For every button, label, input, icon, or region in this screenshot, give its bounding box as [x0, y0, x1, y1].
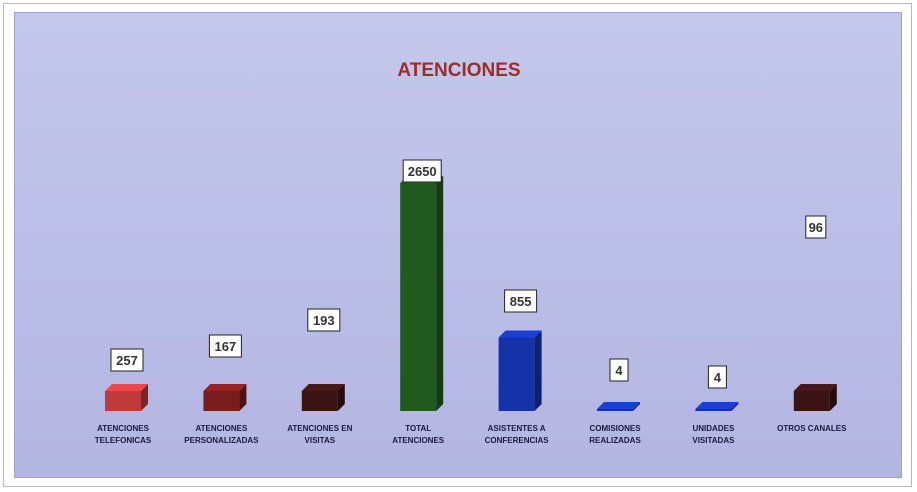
bar-telefonicas-top — [105, 384, 148, 391]
category-label-conferencias: ASISTENTES A CONFERENCIAS — [485, 424, 550, 445]
bar-otros-front — [793, 391, 830, 411]
value-label-comisiones: 4 — [609, 358, 629, 382]
value-label-visitas-box — [307, 308, 341, 332]
value-label-telefonicas-box — [110, 348, 144, 372]
value-labels-layer: 257 167 193 2650 855 4 4 96 — [110, 159, 827, 389]
bar-total-front — [400, 183, 437, 411]
value-label-conferencias: 855 — [504, 289, 538, 313]
chart-plot-area: ATENCIONES 257 167 193 2650 855 4 4 96 ATENCION… — [14, 12, 902, 478]
value-label-otros-box — [805, 215, 827, 239]
bar-personalizadas-front — [203, 391, 240, 411]
chart-frame: ATENCIONES 257 167 193 2650 855 4 4 96 ATENCION… — [3, 3, 912, 487]
bar-conferencias-front — [498, 337, 535, 411]
value-label-comisiones-text: 4 — [615, 363, 623, 378]
value-label-conferencias-text: 855 — [510, 294, 532, 309]
bar-unidades-front — [695, 409, 732, 411]
bar-personalizadas-side — [239, 384, 247, 411]
bar-comisiones — [597, 402, 640, 411]
value-label-visitas-text: 193 — [313, 313, 335, 328]
value-label-otros-text: 96 — [809, 220, 823, 235]
bar-telefonicas-side — [141, 384, 148, 411]
value-label-telefonicas-text: 257 — [116, 353, 138, 368]
category-label-unidades: UNIDADES VISITADAS — [692, 424, 735, 445]
bar-otros-side — [829, 384, 837, 411]
bar-telefonicas — [105, 384, 148, 411]
category-label-comisiones: COMISIONES REALIZADAS — [589, 424, 641, 445]
bar-conferencias — [498, 330, 542, 411]
bar-telefonicas-front — [105, 391, 141, 411]
value-label-personalizadas-box — [208, 334, 242, 358]
value-label-total-box — [402, 159, 442, 183]
bars-layer — [105, 176, 837, 411]
value-label-personalizadas: 167 — [208, 334, 242, 358]
value-label-total-text: 2650 — [408, 164, 437, 179]
value-label-otros: 96 — [805, 215, 827, 239]
category-label-telefonicas: ATENCIONES TELEFONICAS — [95, 424, 152, 445]
bar-visitas — [301, 384, 345, 411]
value-label-total: 2650 — [402, 159, 442, 183]
chart-title: ATENCIONES — [397, 60, 520, 81]
bar-conferencias-side — [534, 330, 542, 411]
bar-total — [400, 176, 444, 411]
bar-comisiones-front — [597, 409, 633, 411]
bar-total-side — [436, 176, 444, 411]
value-label-conferencias-box — [504, 289, 538, 313]
category-label-total: TOTAL ATENCIONES — [392, 424, 445, 445]
bar-comisiones-top — [597, 402, 640, 409]
value-label-comisiones-box — [609, 358, 629, 382]
category-labels-layer: ATENCIONES TELEFONICAS ATENCIONES PERSONALI… — [95, 424, 847, 445]
bar-unidades — [695, 402, 739, 411]
category-label-otros: OTROS CANALES — [777, 424, 847, 433]
value-label-telefonicas: 257 — [110, 348, 144, 372]
bar-visitas-top — [301, 384, 345, 391]
bar-conferencias-top — [498, 330, 542, 338]
bar-visitas-side — [337, 384, 345, 411]
bar-comisiones-side — [633, 402, 640, 411]
value-label-unidades-text: 4 — [714, 370, 722, 385]
value-label-personalizadas-text: 167 — [215, 339, 237, 354]
category-label-personalizadas: ATENCIONES PERSONALIZADAS — [184, 424, 259, 445]
bar-personalizadas — [203, 384, 247, 411]
value-label-unidades-box — [707, 365, 727, 389]
bar-unidades-top — [695, 402, 739, 409]
value-label-unidades: 4 — [707, 365, 727, 389]
bar-otros — [793, 384, 837, 411]
bar-otros-top — [793, 384, 837, 391]
value-label-visitas: 193 — [307, 308, 341, 332]
category-label-visitas: ATENCIONES EN VISITAS — [287, 424, 352, 445]
bar-personalizadas-top — [203, 384, 247, 391]
bar-unidades-side — [731, 402, 739, 411]
chart-svg: ATENCIONES 257 167 193 2650 855 4 4 96 ATENCION… — [95, 60, 847, 445]
bar-visitas-front — [301, 391, 338, 411]
